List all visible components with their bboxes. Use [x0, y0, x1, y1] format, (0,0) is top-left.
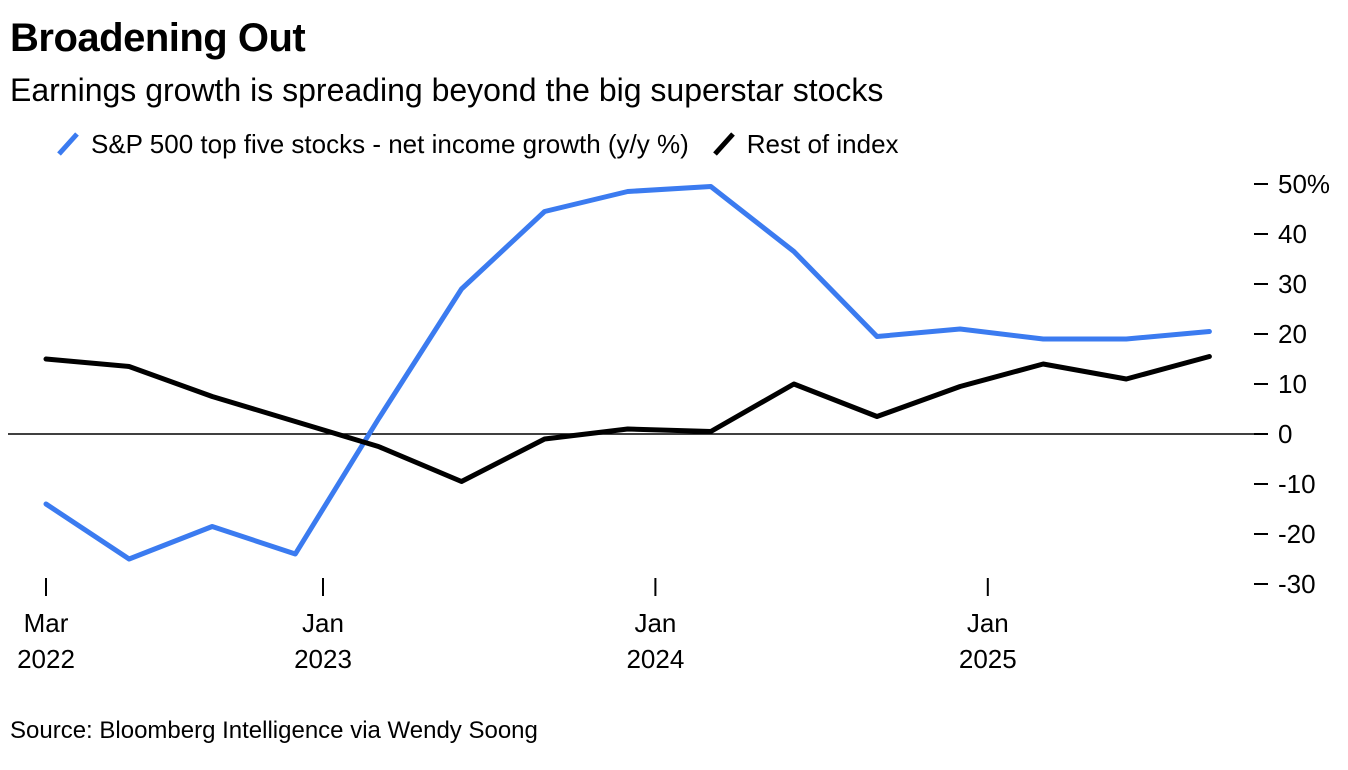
y-tick-label: -20	[1278, 519, 1316, 549]
x-tick-label-year: 2023	[294, 644, 352, 674]
series-line-rest-of-index	[43, 354, 1212, 484]
x-tick-label-month: Jan	[967, 608, 1009, 638]
y-tick-label: -10	[1278, 469, 1316, 499]
x-tick-label-year: 2022	[17, 644, 75, 674]
chart-title: Broadening Out	[10, 16, 306, 60]
x-tick-label-month: Jan	[634, 608, 676, 638]
legend: S&P 500 top five stocks - net income gro…	[55, 124, 921, 164]
legend-swatch-top-five	[57, 132, 79, 156]
legend-label-rest-of-index: Rest of index	[746, 128, 899, 159]
x-tick-label-month: Mar	[24, 608, 69, 638]
x-tick-label-year: 2025	[959, 644, 1017, 674]
series-line-top-five	[43, 184, 1212, 562]
y-tick-label: 10	[1278, 369, 1307, 399]
legend-swatch-rest-of-index	[712, 132, 735, 156]
y-tick-label: -30	[1278, 569, 1316, 599]
legend-label-top-five: S&P 500 top five stocks - net income gro…	[91, 128, 689, 159]
x-tick-label-year: 2024	[626, 644, 684, 674]
chart-subtitle: Earnings growth is spreading beyond the …	[10, 72, 884, 108]
x-tick-label-month: Jan	[302, 608, 344, 638]
y-tick-label: 40	[1278, 219, 1307, 249]
y-tick-label: 0	[1278, 419, 1292, 449]
y-tick-label: 30	[1278, 269, 1307, 299]
y-tick-label: 20	[1278, 319, 1307, 349]
y-tick-label: 50%	[1278, 169, 1330, 199]
legend-item-top-five: S&P 500 top five stocks - net income gro…	[55, 129, 689, 160]
source-note: Source: Bloomberg Intelligence via Wendy…	[10, 717, 538, 744]
legend-item-rest-of-index: Rest of index	[711, 129, 899, 160]
